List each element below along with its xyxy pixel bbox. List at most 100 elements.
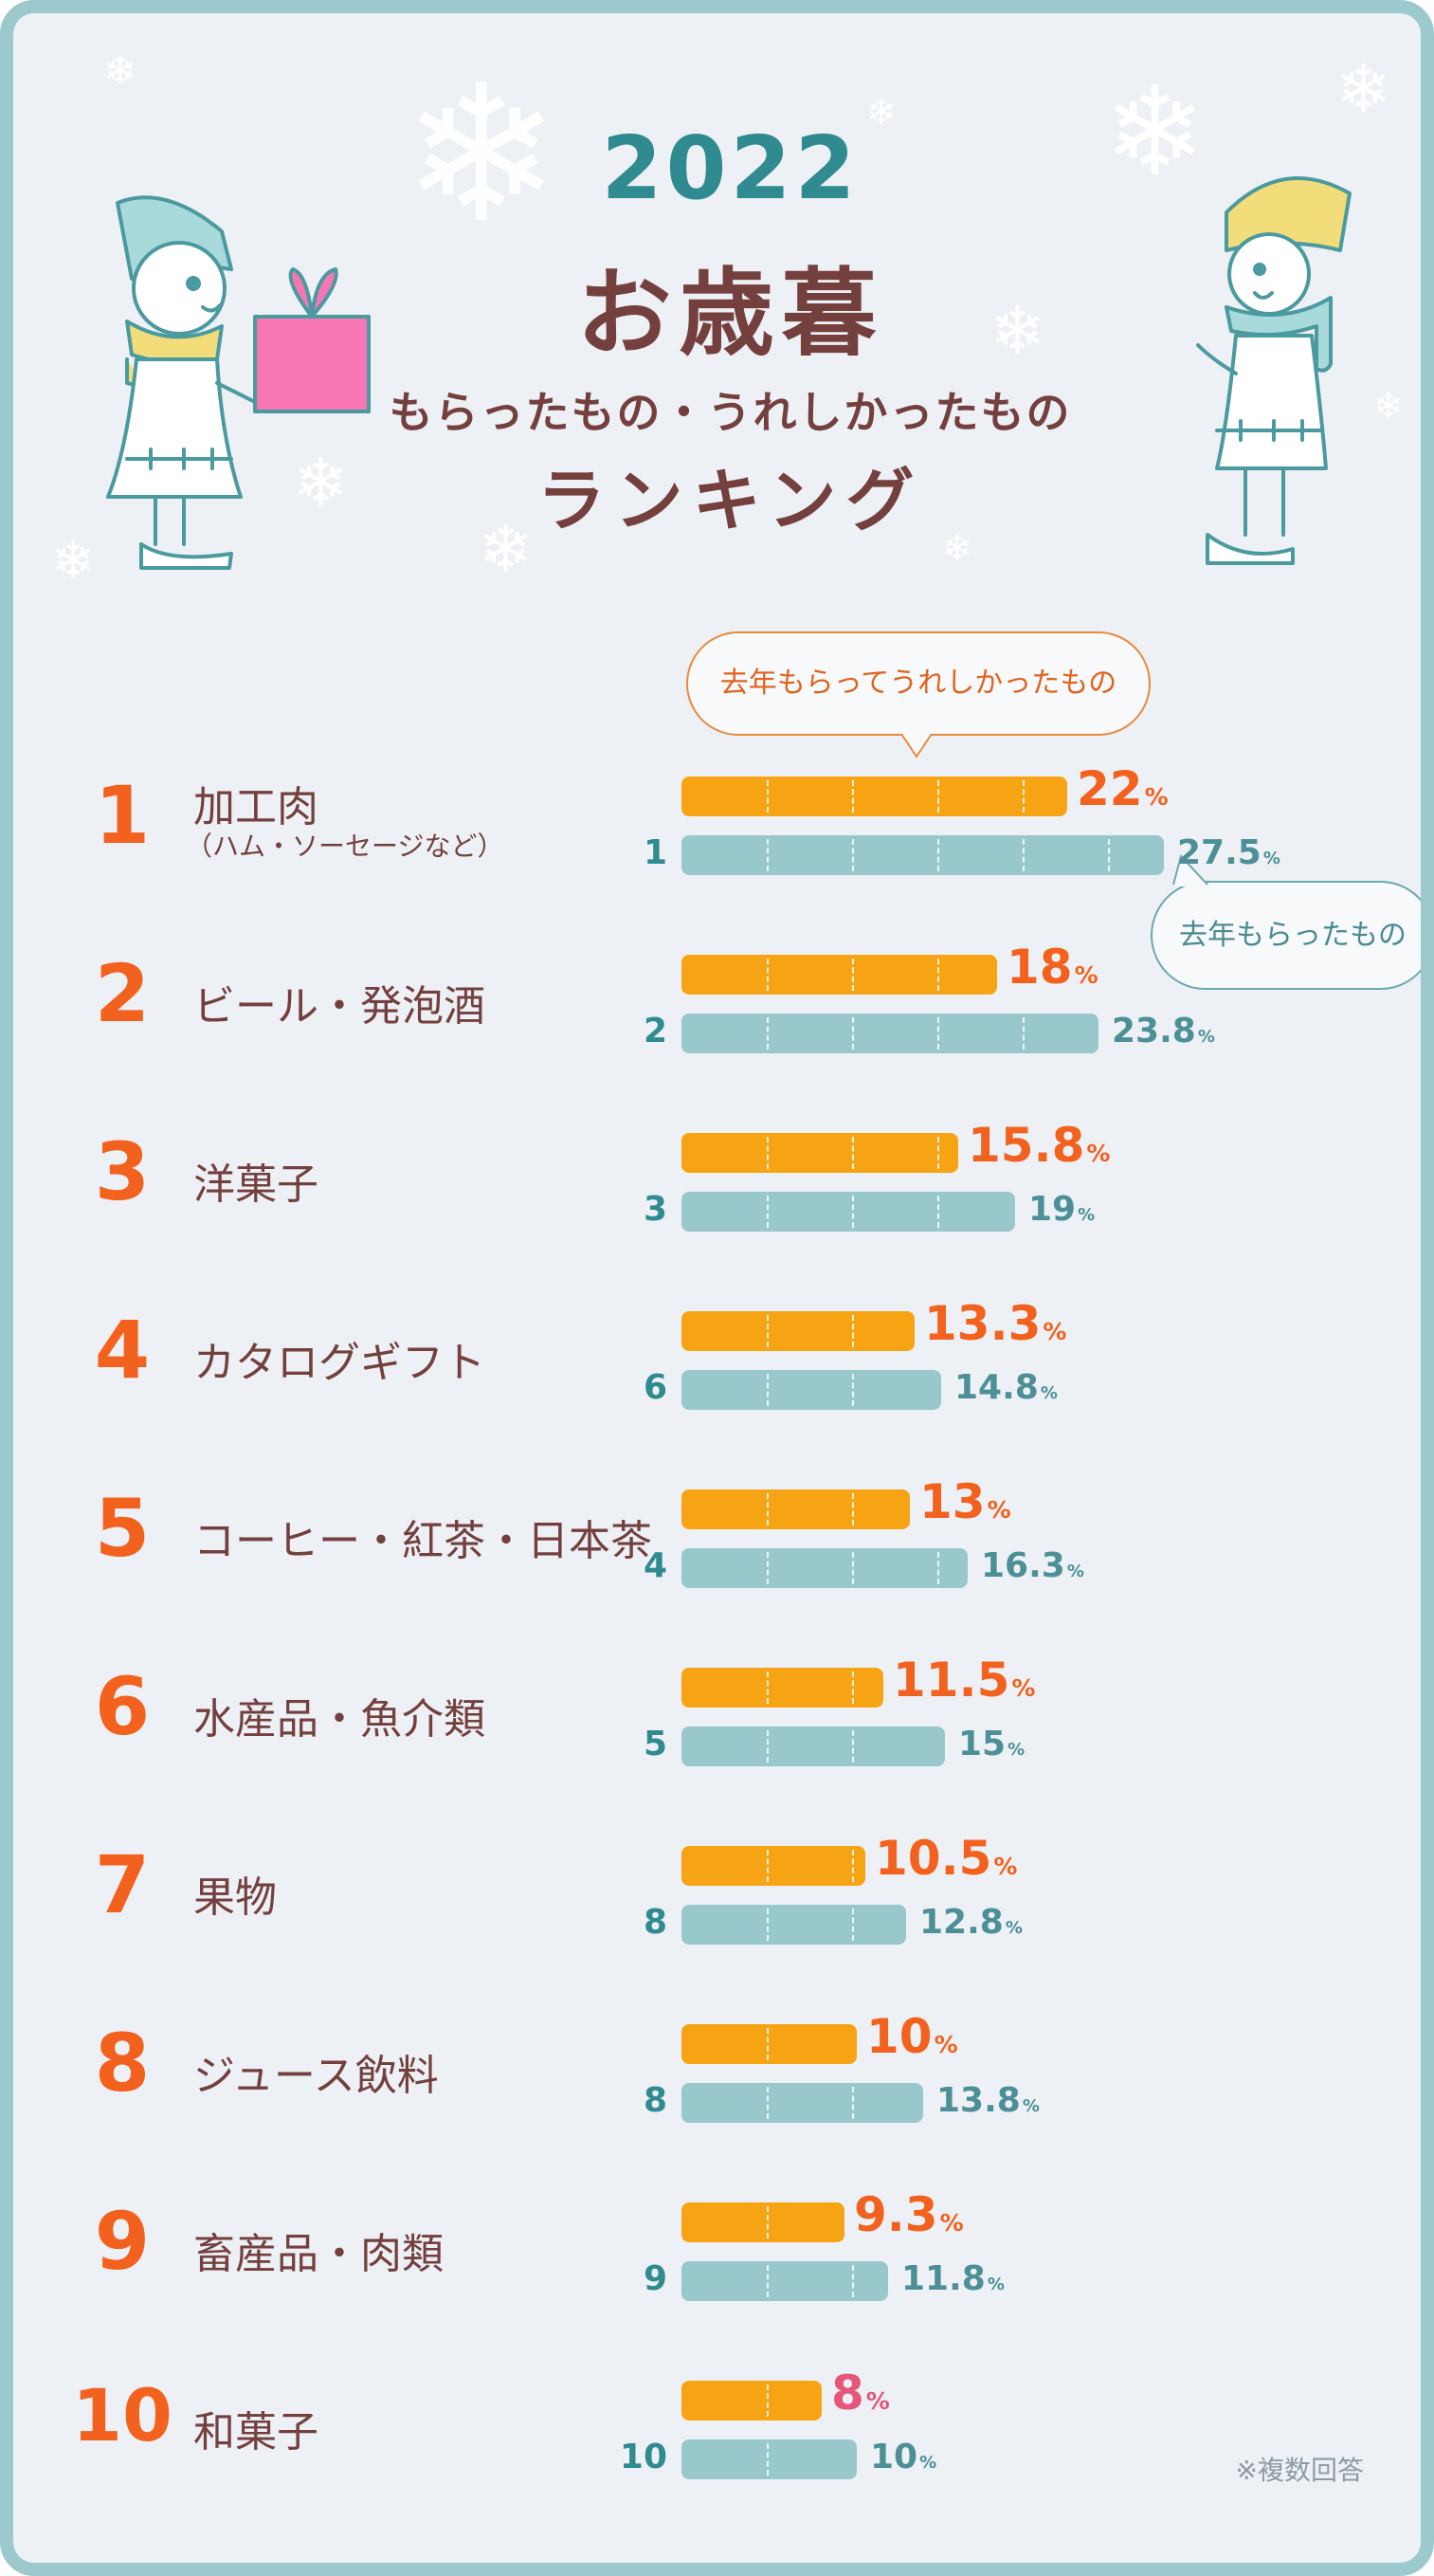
category-label: 加工肉 [193, 783, 318, 831]
bar-gridline [767, 2384, 769, 2417]
happy-value-number: 10 [866, 2009, 933, 2064]
bar-gridline [767, 2443, 769, 2476]
happy-value: 18% [1007, 940, 1098, 995]
received-rank: 10 [619, 2438, 667, 2476]
received-value: 13.8% [936, 2081, 1040, 2120]
bar-gridline [937, 1017, 939, 1050]
bar-gridline [852, 1552, 854, 1584]
bar-gridline [767, 959, 769, 991]
bubble-tail-teal [1172, 854, 1208, 886]
snowflake-icon: ❄ [1373, 385, 1404, 427]
bar-gridline [767, 1374, 769, 1406]
received-value: 11.8% [901, 2259, 1005, 2298]
received-value: 19% [1028, 1190, 1095, 1229]
percent-sign: % [919, 2453, 937, 2473]
received-value-number: 10 [870, 2438, 918, 2476]
received-value-number: 16.3 [981, 1546, 1065, 1585]
happy-bar [681, 1668, 883, 1708]
girl-waiting-illustration [1196, 176, 1352, 565]
received-bar [681, 835, 1164, 875]
bar-gridline [767, 1552, 769, 1584]
received-rank: 5 [643, 1725, 667, 1763]
rank-number: 8 [94, 2017, 151, 2110]
category-label: 水産品・魚介類 [193, 1695, 485, 1744]
bar-gridline [767, 1017, 769, 1050]
bar-gridline [852, 2265, 854, 2297]
percent-sign: % [1043, 1318, 1067, 1345]
legend-received-bubble: 去年もらったもの [1151, 881, 1421, 990]
rank-number: 6 [94, 1660, 151, 1753]
snowflake-icon: ❄ [51, 530, 96, 591]
happy-value: 22% [1077, 761, 1169, 816]
happy-value-number: 9.3 [854, 2187, 938, 2242]
received-value: 10% [870, 2438, 936, 2476]
category-label: コーヒー・紅茶・日本茶 [193, 1517, 652, 1565]
category-label: 畜産品・肉類 [193, 2230, 444, 2278]
received-value: 27.5% [1177, 833, 1280, 872]
bar-gridline [852, 1493, 854, 1526]
received-value-number: 15 [958, 1725, 1007, 1763]
percent-sign: % [1197, 1027, 1215, 1047]
bar-gridline [852, 1672, 854, 1704]
girl-with-gift-illustration [106, 195, 371, 570]
percent-sign: % [865, 2387, 890, 2415]
bar-gridline [767, 2087, 769, 2119]
bar-gridline [767, 2028, 769, 2060]
snowflake-icon: ❄ [293, 444, 349, 521]
snowflake-icon: ❄ [989, 292, 1045, 370]
percent-sign: % [987, 2275, 1005, 2294]
category-label: 果物 [193, 1873, 277, 1922]
page-title: お歳暮 [576, 258, 884, 369]
bar-gridline [767, 1493, 769, 1526]
bar-gridline [852, 959, 854, 991]
percent-sign: % [1011, 1674, 1036, 1702]
page-subtitle: もらったもの・うれしかったもの [389, 387, 1072, 438]
bar-gridline [852, 1374, 854, 1406]
happy-value: 10% [866, 2009, 958, 2064]
received-value: 15% [958, 1725, 1025, 1763]
rank-number: 10 [72, 2373, 172, 2457]
received-value-number: 19 [1028, 1190, 1077, 1229]
happy-value: 10.5% [875, 1831, 1017, 1886]
legend-happy-label: 去年もらってうれしかったもの [719, 667, 1117, 700]
happy-bar [681, 2202, 844, 2242]
bar-gridline [852, 1196, 854, 1228]
received-rank: 3 [643, 1190, 667, 1229]
received-value: 16.3% [981, 1546, 1084, 1585]
rank-number: 3 [94, 1125, 151, 1218]
bar-gridline [937, 1137, 939, 1169]
happy-bar [681, 1133, 958, 1173]
bar-gridline [767, 1909, 769, 1941]
snowflake-icon: ❄ [866, 91, 897, 133]
bar-gridline [937, 839, 939, 871]
happy-value-number: 15.8 [968, 1118, 1085, 1173]
bubble-tail-orange [900, 732, 933, 758]
happy-value: 11.5% [893, 1653, 1035, 1708]
rank-number: 4 [94, 1304, 151, 1397]
received-bar [681, 1192, 1015, 1232]
received-bar [681, 2083, 923, 2123]
bar-gridline [937, 780, 939, 813]
snowflake-icon: ❄ [1335, 50, 1391, 128]
bar-gridline [852, 1137, 854, 1169]
received-value: 23.8% [1112, 1012, 1215, 1050]
bar-gridline [767, 1315, 769, 1347]
snowflake-icon: ❄ [942, 527, 972, 569]
happy-value: 13% [919, 1474, 1011, 1529]
ranking-heading: ランキング [536, 461, 924, 540]
happy-bar [681, 1311, 915, 1351]
bar-gridline [767, 1850, 769, 1882]
bar-gridline [767, 1137, 769, 1169]
bar-gridline [767, 780, 769, 813]
received-bar [681, 2439, 857, 2479]
bar-gridline [852, 1315, 854, 1347]
received-rank: 8 [643, 1903, 667, 1942]
bar-gridline [1023, 1017, 1025, 1050]
footnote: ※複数回答 [1235, 2455, 1364, 2486]
received-value-number: 13.8 [936, 2081, 1021, 2120]
bar-gridline [852, 2087, 854, 2119]
happy-value-number: 13.3 [924, 1296, 1042, 1351]
rank-number: 1 [94, 769, 151, 862]
bar-gridline [937, 1552, 939, 1584]
